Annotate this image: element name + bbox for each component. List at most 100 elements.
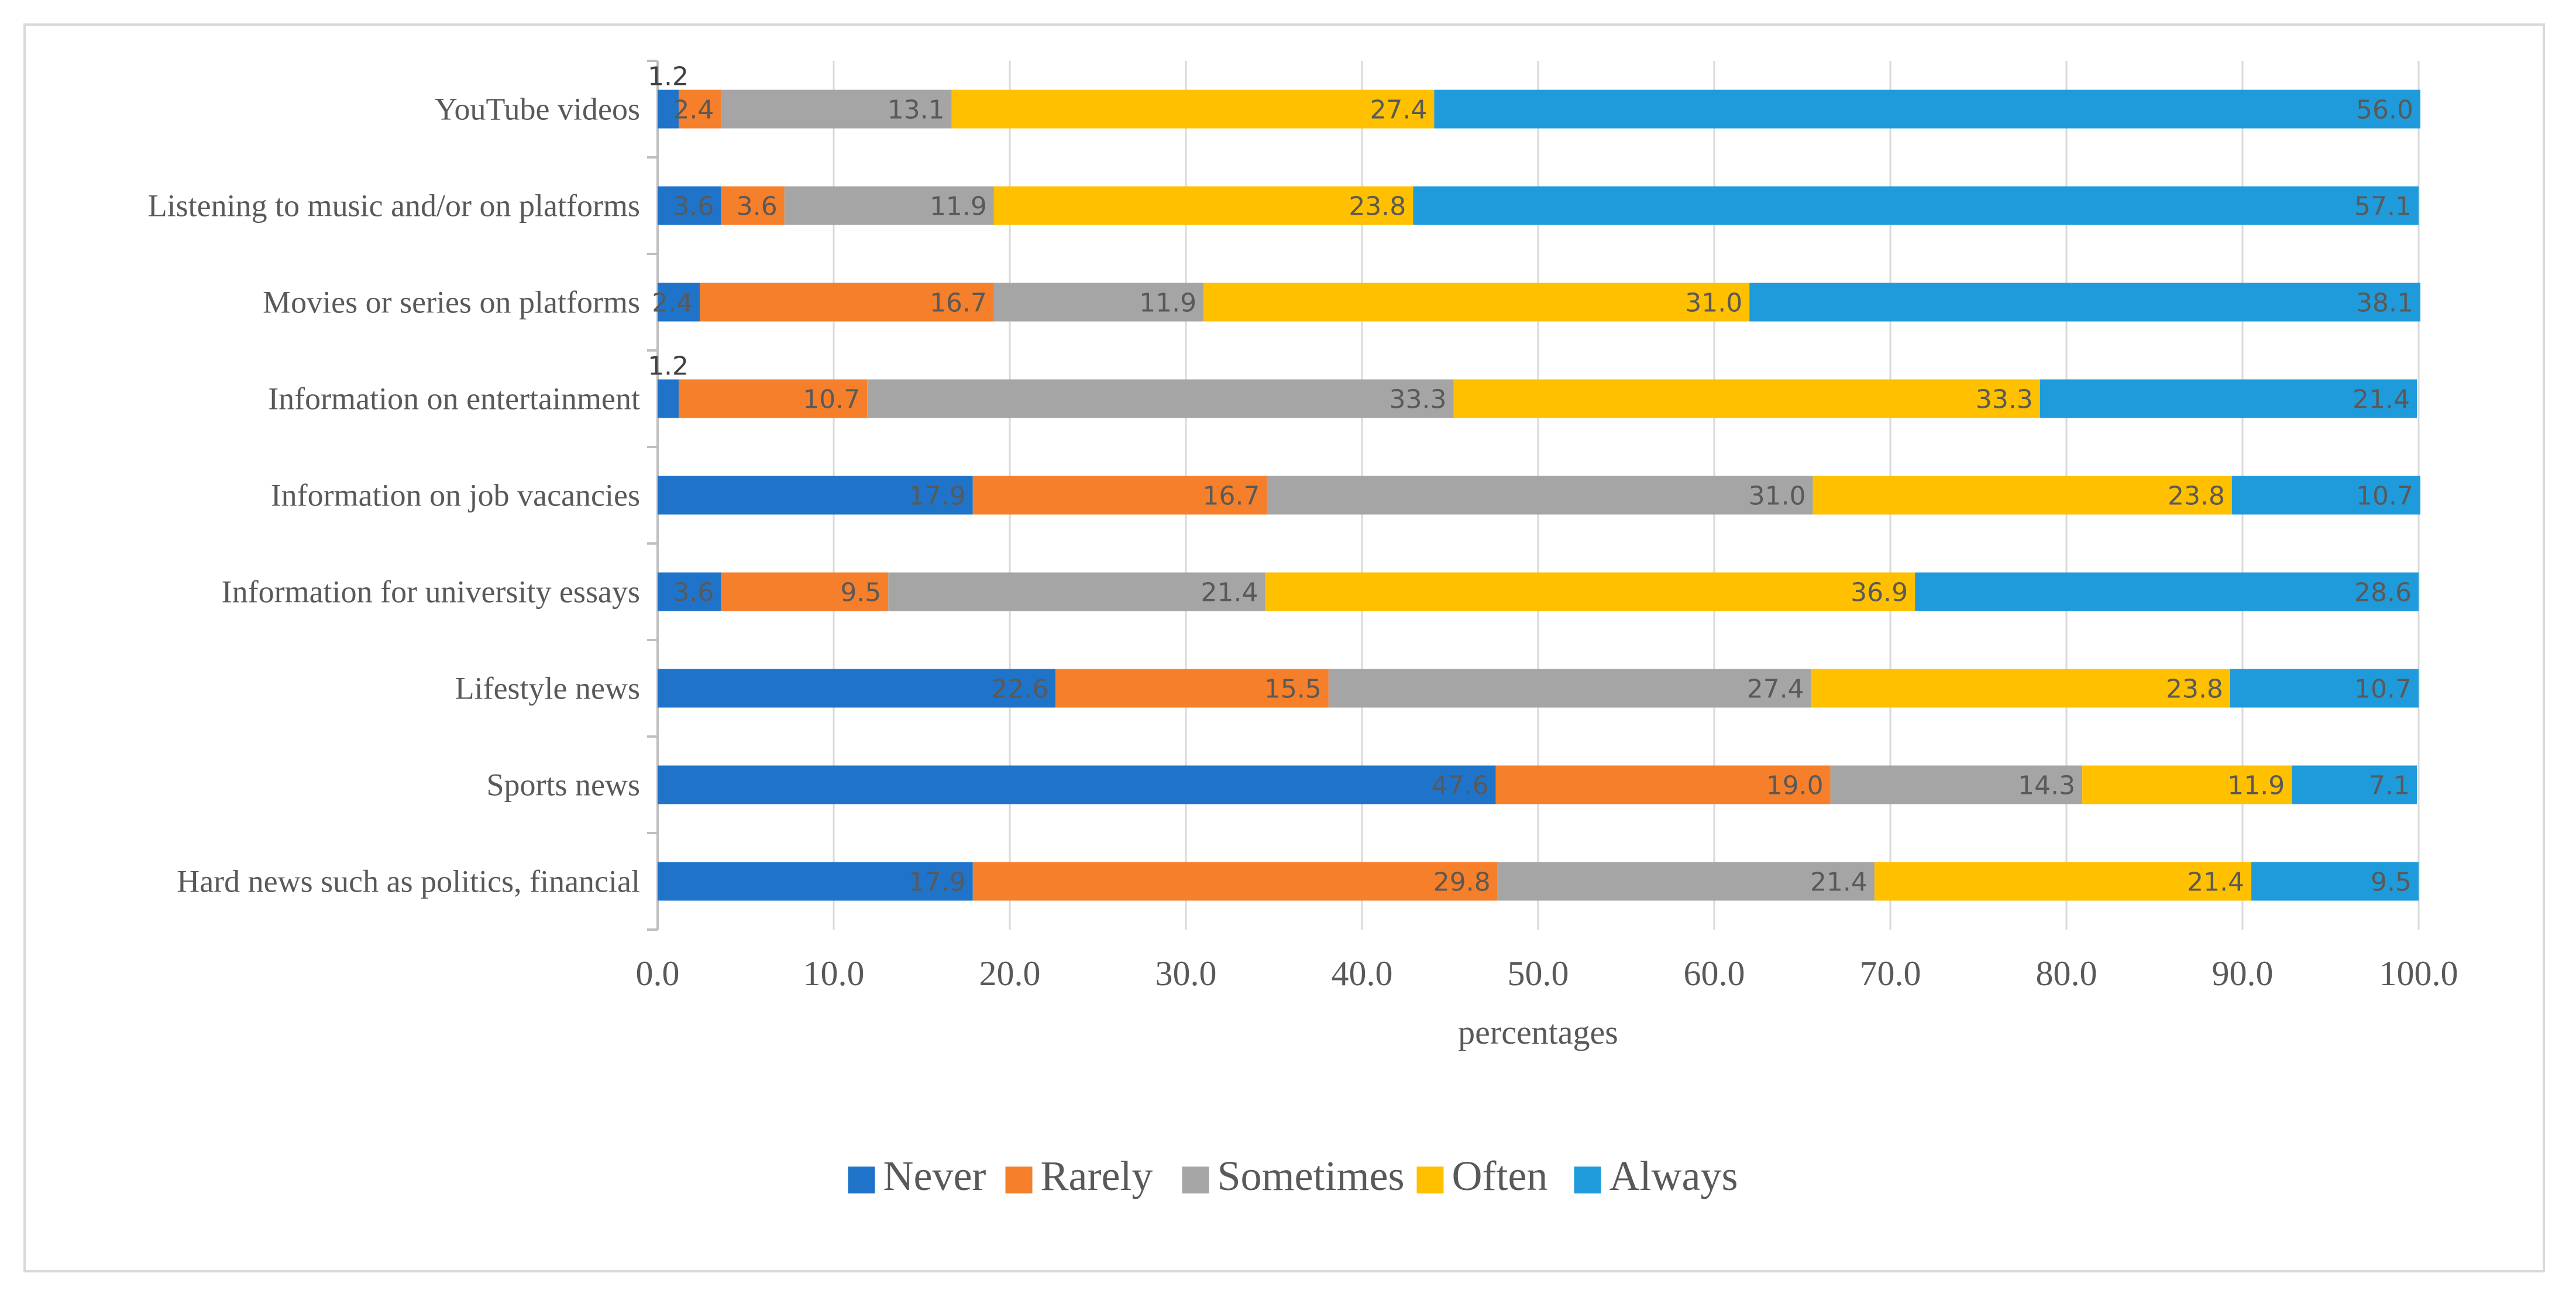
legend-swatch [1182, 1167, 1209, 1193]
data-label: 28.6 [2354, 578, 2412, 608]
bar-sometimes [1497, 862, 1875, 901]
bar-sometimes [993, 283, 1204, 322]
x-tick-label: 20.0 [979, 954, 1041, 993]
category-label: Information on entertainment [268, 381, 640, 417]
data-label: 2.4 [652, 288, 693, 318]
bar-never [658, 765, 1496, 804]
x-tick-label: 80.0 [2036, 954, 2097, 993]
legend-swatch [1005, 1167, 1033, 1193]
bar-often [1203, 283, 1750, 322]
bar-never [658, 669, 1056, 708]
bar-often [951, 90, 1435, 129]
x-tick-label: 40.0 [1332, 954, 1393, 993]
x-tick-label: 60.0 [1684, 954, 1745, 993]
data-label: 3.6 [673, 578, 714, 608]
bar-always [2231, 476, 2421, 515]
data-label: 23.8 [2168, 481, 2225, 511]
bar-always [1749, 283, 2421, 322]
bar-often [993, 186, 1413, 225]
data-label: 11.9 [930, 192, 987, 222]
category-label: Information on job vacancies [271, 478, 640, 513]
bar-series [658, 90, 2421, 901]
data-label: 57.1 [2354, 192, 2412, 222]
bar-sometimes [1267, 476, 1813, 515]
bar-often [2082, 765, 2292, 804]
bar-rarely [679, 379, 868, 418]
bar-often [1811, 669, 2230, 708]
data-label: 21.4 [1810, 868, 1867, 897]
data-label: 27.4 [1747, 675, 1804, 704]
data-labels: 1.22.4 13.1 27.4 56.03.6 3.6 11.9 23.8 57.12.4 1… [648, 62, 2413, 897]
data-label: 27.4 [1370, 95, 1427, 125]
category-label: Sports news [486, 768, 640, 803]
legend-label: Rarely [1041, 1152, 1153, 1199]
data-label: 21.4 [2187, 868, 2244, 897]
data-label: 21.4 [1201, 578, 1258, 608]
bar-sometimes [1328, 669, 1811, 708]
data-label: 7.1 [2369, 771, 2410, 801]
data-label: 31.0 [1749, 481, 1806, 511]
bar-often [1813, 476, 2232, 515]
bar-rarely [972, 476, 1267, 515]
legend-label: Sometimes [1218, 1152, 1405, 1199]
data-label: 31.0 [1685, 288, 1742, 318]
bar-always [2251, 862, 2419, 901]
data-label: 16.7 [930, 288, 987, 318]
x-tick-label: 50.0 [1508, 954, 1569, 993]
data-label: 2.4 [673, 95, 714, 125]
bar-sometimes [888, 572, 1265, 611]
data-label: 3.6 [737, 192, 778, 222]
data-label: 15.5 [1264, 675, 1322, 704]
bar-sometimes [867, 379, 1454, 418]
category-label: Movies or series on platforms [263, 285, 640, 320]
x-tick-label: 90.0 [2212, 954, 2274, 993]
bar-never [658, 572, 721, 611]
chart-frame: 1.2 2.4 13.1 27.4 56.0 3.6 3.6 11.9 23.8 57.1 2.4 1… [23, 23, 2545, 1272]
data-label: 47.6 [1432, 771, 1489, 801]
x-axis-title: percentages [1458, 1013, 1618, 1051]
data-label: 3.6 [673, 192, 714, 222]
x-tick-label: 70.0 [1860, 954, 1921, 993]
category-label: Hard news such as politics, financial [177, 864, 640, 899]
bar-often [1265, 572, 1915, 611]
data-label: 11.9 [2227, 771, 2285, 801]
bar-rarely [1055, 669, 1329, 708]
data-label: 23.8 [1349, 192, 1406, 222]
data-label: 38.1 [2356, 288, 2413, 318]
bar-rarely [972, 862, 1498, 901]
x-tick-label: 30.0 [1155, 954, 1217, 993]
data-label: 17.9 [909, 868, 966, 897]
bar-sometimes [721, 90, 952, 129]
x-axis-tick-labels: 0.0 10.0 20.0 30.0 40.0 50.0 60.0 70.0 80.0 90.0 1… [636, 954, 2458, 993]
bar-always [1413, 186, 2419, 225]
bar-never [658, 476, 973, 515]
data-label: 10.7 [803, 385, 860, 415]
bar-rarely [700, 283, 994, 322]
bar-never [658, 186, 721, 225]
data-label: 9.5 [840, 578, 881, 608]
legend: Never Rarely Sometimes Often Always [848, 1152, 1738, 1199]
bar-always [2040, 379, 2417, 418]
legend-label: Often [1452, 1152, 1548, 1199]
data-label: 17.9 [909, 481, 966, 511]
data-label: 9.5 [2371, 868, 2412, 897]
data-label: 23.8 [2166, 675, 2223, 704]
legend-swatch [1416, 1167, 1444, 1193]
data-label: 13.1 [888, 95, 945, 125]
category-label: Lifestyle news [455, 671, 640, 706]
data-label: 14.3 [2018, 771, 2075, 801]
data-label: 1.2 [648, 352, 689, 381]
category-label: YouTube videos [435, 92, 640, 127]
bar-sometimes [1830, 765, 2083, 804]
bar-sometimes [784, 186, 994, 225]
data-label: 33.3 [1976, 385, 2033, 415]
bar-rarely [679, 90, 721, 129]
category-label: Listening to music and/or on platforms [148, 188, 640, 223]
data-label: 19.0 [1766, 771, 1824, 801]
data-label: 29.8 [1433, 868, 1491, 897]
data-label: 1.2 [648, 62, 689, 92]
data-label: 21.4 [2353, 385, 2410, 415]
bar-always [1915, 572, 2419, 611]
bar-often [1874, 862, 2252, 901]
legend-label: Never [883, 1152, 986, 1199]
